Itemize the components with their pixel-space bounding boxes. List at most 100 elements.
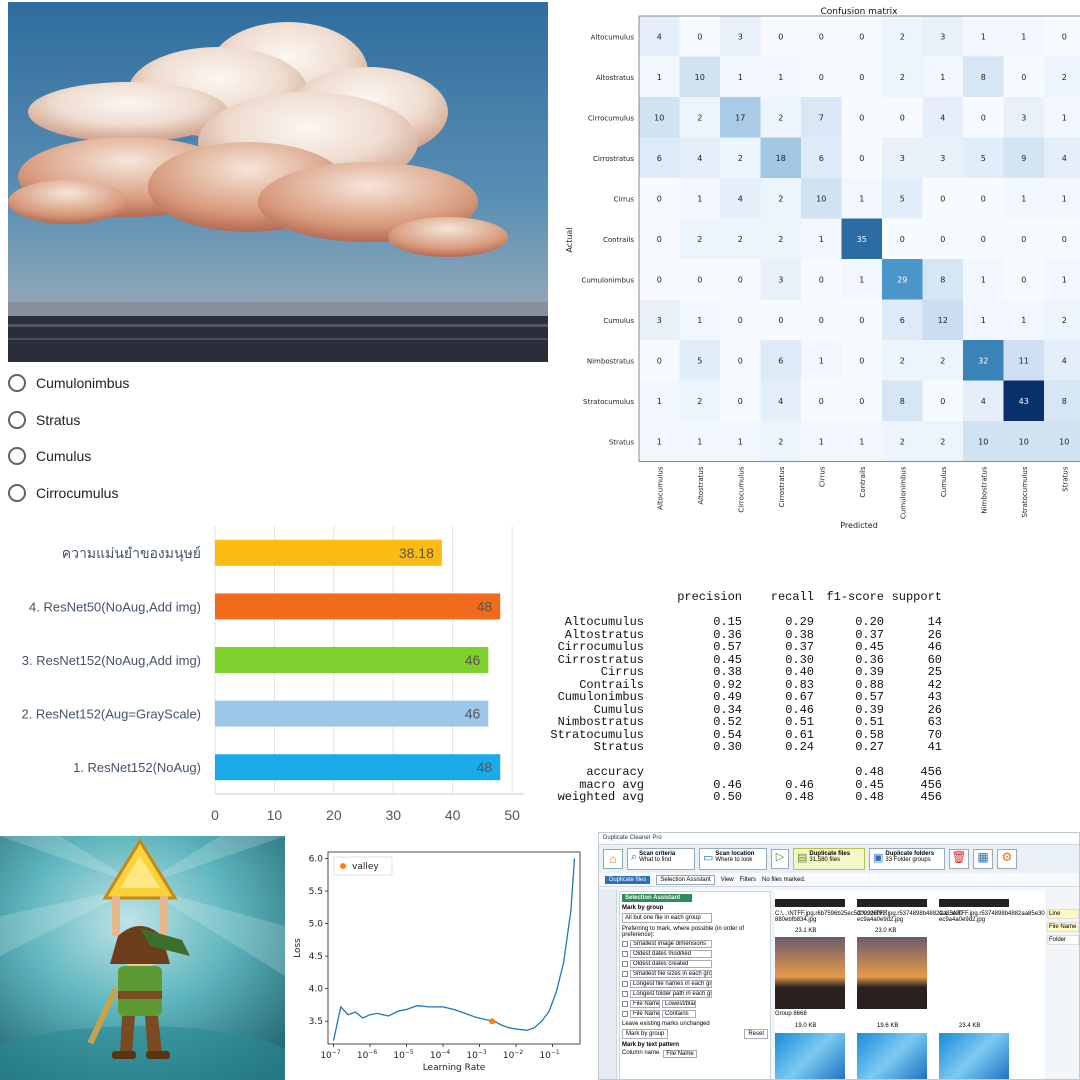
criteria-select[interactable]: Longest file names in each group [630, 979, 712, 988]
hero-holding-triforce-art [0, 836, 285, 1080]
bar-value-label: 46 [465, 652, 481, 668]
criteria-select[interactable]: Oldest dates created [630, 959, 712, 968]
criteria-condition[interactable]: Lowest/blank [662, 999, 696, 1008]
cm-cell [760, 218, 801, 259]
cm-cell [639, 218, 680, 259]
criteria-checkbox[interactable] [622, 1000, 628, 1007]
filters-dropdown[interactable]: Filters [739, 876, 756, 883]
cm-value: 4 [940, 113, 945, 122]
criteria-checkbox[interactable] [622, 940, 628, 947]
report-row: 0.52 [713, 715, 742, 729]
sunset-thumbnail[interactable] [857, 937, 927, 1009]
criteria-checkbox[interactable] [622, 990, 628, 997]
criteria-row[interactable]: Oldest dates created [622, 959, 768, 968]
cm-value: 4 [697, 154, 702, 163]
criteria-checkbox[interactable] [622, 970, 628, 977]
scan-criteria-button[interactable]: ⌕ Scan criteria What to find [627, 848, 695, 870]
settings-icon[interactable]: ⚙ [997, 849, 1017, 869]
cm-cell [720, 56, 761, 97]
cm-value: 4 [738, 194, 743, 203]
cm-cell [801, 97, 842, 138]
criteria-row[interactable]: Smallest file sizes in each group [622, 969, 768, 978]
cm-value: 1 [657, 397, 662, 406]
option-cumulonimbus[interactable]: Cumulonimbus [8, 368, 129, 398]
criteria-row[interactable]: Oldest dates modified [622, 949, 768, 958]
criteria-select[interactable]: File Name [630, 1009, 660, 1018]
toolbox-icon[interactable]: ▦ [973, 849, 993, 869]
cm-value: 1 [738, 437, 743, 446]
cm-value: 0 [940, 397, 945, 406]
radio-icon[interactable] [8, 447, 26, 465]
criteria-row[interactable]: Longest file names in each group [622, 979, 768, 988]
side-item[interactable]: Folder [1047, 935, 1079, 945]
criteria-row[interactable]: Smallest image dimensions [622, 939, 768, 948]
leave-existing-checkbox[interactable]: Leave existing marks unchanged [622, 1021, 710, 1027]
run-scan-icon[interactable]: ▷ [771, 849, 789, 869]
mark-mode-select[interactable]: All but one file in each group [622, 913, 712, 923]
water-thumbnail[interactable] [775, 1033, 845, 1079]
water-thumbnail[interactable] [939, 1033, 1009, 1079]
cm-value: 2 [778, 194, 783, 203]
view-dropdown[interactable]: View [720, 876, 734, 883]
cm-value: 0 [981, 194, 986, 203]
radio-icon[interactable] [8, 411, 26, 429]
criteria-checkbox[interactable] [622, 980, 628, 987]
cm-value: 7 [819, 113, 824, 122]
cm-value: 0 [657, 235, 662, 244]
water-thumbnail[interactable] [857, 1033, 927, 1079]
option-cirrocumulus[interactable]: Cirrocumulus [8, 478, 118, 508]
column-name-select[interactable]: File Name [663, 1050, 697, 1058]
tab-duplicate-files[interactable]: Duplicate files [605, 875, 651, 884]
criteria-select[interactable]: Longest folder path in each group [630, 989, 712, 998]
criteria-select[interactable]: Smallest image dimensions [630, 939, 712, 948]
cm-value: 0 [1021, 275, 1026, 284]
cm-cell [679, 340, 720, 381]
side-item[interactable]: File Name [1047, 922, 1079, 932]
cm-cell [760, 16, 801, 57]
sunset-thumbnail[interactable] [775, 937, 845, 1009]
report-row: 0.30 [713, 740, 742, 754]
scan-location-button[interactable]: ▭ Scan location Where to look [699, 848, 767, 870]
criteria-checkbox[interactable] [622, 1010, 628, 1017]
cm-value: 0 [778, 32, 783, 41]
criteria-select[interactable]: Smallest file sizes in each group [630, 969, 712, 978]
criteria-checkbox[interactable] [622, 950, 628, 957]
cm-value: 0 [859, 73, 864, 82]
y-tick-label: 6.0 [309, 855, 324, 865]
criteria-select[interactable]: File Name [630, 999, 660, 1008]
radio-icon[interactable] [8, 484, 26, 502]
radio-icon[interactable] [8, 374, 26, 392]
y-tick-label: 3.5 [309, 1017, 323, 1027]
x-tick-label: 30 [385, 807, 401, 823]
report-row: Altocumulus [564, 615, 644, 629]
size-label: 19.6 KB [877, 1023, 899, 1029]
home-icon[interactable]: ⌂ [603, 849, 623, 869]
report-header: support [891, 590, 942, 604]
criteria-condition[interactable]: Contains [662, 1009, 696, 1018]
cm-value: 1 [1062, 194, 1067, 203]
criteria-select[interactable]: Oldest dates modified [630, 949, 712, 958]
cm-cell [679, 421, 720, 462]
duplicate-folders-button[interactable]: ▣ Duplicate folders 33 Folder groups [869, 848, 945, 870]
cm-value: 2 [697, 397, 702, 406]
report-row: 0.37 [855, 627, 884, 642]
duplicate-files-button[interactable]: ▤ Duplicate files 31,580 files [793, 848, 865, 870]
criteria-checkbox[interactable] [622, 960, 628, 967]
criteria-row[interactable]: File Name Contains [622, 1009, 768, 1018]
option-stratus[interactable]: Stratus [8, 405, 80, 435]
side-item[interactable]: Line [1047, 909, 1079, 919]
cm-value: 1 [859, 437, 864, 446]
mark-by-group-button[interactable]: Mark by group [622, 1029, 669, 1039]
reset-button[interactable]: Reset [744, 1029, 768, 1039]
selection-assistant-button[interactable]: Selection Assistant [656, 874, 715, 885]
delete-icon[interactable]: 🗑 [949, 849, 969, 869]
option-cumulus[interactable]: Cumulus [8, 441, 91, 471]
cm-value: 0 [738, 397, 743, 406]
cm-cell [882, 218, 923, 259]
cm-cell [1044, 421, 1080, 462]
cm-value: 6 [778, 356, 783, 365]
cm-row-label: Cumulus [603, 317, 634, 325]
cm-cell [760, 56, 801, 97]
criteria-row[interactable]: Longest folder path in each group [622, 989, 768, 998]
